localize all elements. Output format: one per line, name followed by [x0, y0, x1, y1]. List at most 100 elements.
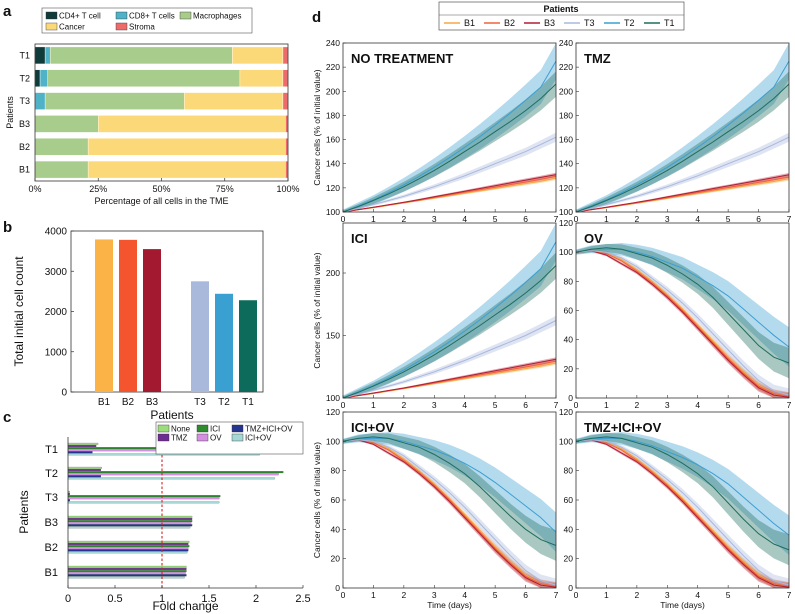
ytick-label: 1000: [45, 347, 68, 358]
xtick-label: 0: [574, 400, 579, 410]
panel-letter-b: b: [3, 219, 12, 236]
ytick-label: 200: [559, 86, 573, 96]
xtick-label: 3: [665, 214, 670, 224]
ytick-T3: T3: [45, 492, 58, 504]
band-T1: [576, 243, 789, 379]
ytick-label: 0: [568, 393, 573, 403]
xtick-label: 0: [65, 593, 71, 605]
xtick-label: 4: [695, 590, 700, 600]
legend-label: OV: [210, 434, 222, 443]
ytick-label: 20: [331, 554, 341, 564]
bar-T1-macrophages: [49, 46, 233, 65]
xtick-label: 0: [574, 214, 579, 224]
bar-T2-cancer: [239, 69, 284, 87]
xtick-label: 75%: [216, 184, 234, 194]
line-B3: [342, 439, 557, 588]
legend-swatch: [157, 433, 170, 442]
ytick-label: 4000: [45, 227, 68, 238]
xtick-label: 0: [574, 590, 579, 600]
bar-T1: [239, 300, 257, 392]
xtick-label: 2: [634, 590, 639, 600]
bar-B1-ov: [67, 572, 186, 575]
bar-T1-cd8-t-cells: [44, 46, 51, 65]
ytick-label: 20: [564, 364, 574, 374]
ytick-label: 140: [326, 159, 340, 169]
subplot-ov: 0 20 40 60 80 100 120 0 1 2 3 4 5 6 7 OV: [559, 218, 792, 410]
line-T1: [342, 265, 557, 399]
xtick-label: 4: [695, 400, 700, 410]
panel-letter-c: c: [3, 409, 11, 426]
bar-B1-ici-ov: [67, 576, 185, 579]
line-T1: [342, 436, 557, 546]
line-B2: [575, 250, 790, 397]
legend-swatch: [157, 424, 170, 433]
xtick-label: 5: [493, 590, 498, 600]
bar-B2-ov: [67, 547, 189, 550]
band-T3: [576, 249, 789, 398]
xtick-label: 4: [462, 214, 467, 224]
bar-T3-cd8-t-cells: [34, 92, 46, 110]
ytick-label: 180: [559, 110, 573, 120]
ytick-B1: B1: [19, 165, 30, 175]
legend-swatch: [179, 11, 192, 20]
ytick-label: 3000: [45, 267, 68, 278]
bar-B3-tmz-ici-ov: [67, 524, 193, 527]
xtick-label: 5: [493, 400, 498, 410]
bar-T1-cd4-t-cell: [34, 46, 46, 65]
y-axis-label: Total initial cell count: [12, 256, 26, 367]
bar-T2-stroma: [282, 69, 289, 87]
ytick-label: 80: [331, 466, 341, 476]
bar-B2-macrophages: [34, 138, 89, 156]
bar-B3: [143, 249, 161, 392]
legend: Patients B1 B2 B3 T3 T2 T1: [438, 1, 685, 31]
ytick-label: 100: [326, 436, 340, 446]
bar-T2: [215, 293, 233, 392]
bar-B1-ici: [67, 570, 187, 573]
panel-b-bar-chart: B1 B2 B3 T3 T2 T1 0 1000 2000 3000 4000 Patients Tot…: [12, 227, 264, 422]
bar-T3-ov: [67, 497, 220, 500]
line-T1: [342, 83, 557, 213]
xtick-label: 2: [253, 593, 259, 605]
bar-T2-none: [67, 466, 102, 469]
legend-label: TMZ+ICI+OV: [245, 425, 293, 434]
xtick-label: 7: [787, 214, 792, 224]
x-axis-label: Patients: [150, 408, 193, 422]
xtick-label: 5: [493, 214, 498, 224]
xtick-label: 1: [371, 590, 376, 600]
bar-B3-cancer: [98, 115, 286, 133]
bar-B1-cancer: [87, 160, 286, 179]
legend-swatch: [231, 424, 244, 433]
xtick-label: 1: [604, 590, 609, 600]
bar-T2-tmz: [67, 469, 101, 471]
subplot-title: TMZ: [584, 51, 611, 66]
xtick-label: 0.5: [107, 593, 122, 605]
y-axis-label: Cancer cells (% of initial value): [312, 442, 322, 558]
band-T2: [576, 432, 789, 555]
ytick-T1: T1: [19, 50, 30, 60]
xtick-label: 2.5: [295, 593, 310, 605]
ytick-label: 120: [559, 183, 573, 193]
xtick-label: 7: [554, 214, 559, 224]
line-T2: [575, 60, 790, 213]
legend-label: T1: [664, 18, 675, 28]
ytick-B2: B2: [45, 542, 58, 554]
panel-a-stacked-bar-chart: T1 T2 T3 B3 B2 B1 0% 25% 50% 75% 100% Percentage of…: [5, 7, 300, 206]
subplot-tmz: 100 120 140 160 180 200 220 240 0 1 2 3 4 5 6 7 TMZ: [559, 38, 792, 224]
ytick-label: 120: [559, 218, 573, 228]
legend-label: Cancer: [59, 23, 85, 32]
bar-B1: [95, 239, 113, 392]
bar-T2-macrophages: [47, 69, 241, 87]
xtick-label: 7: [787, 590, 792, 600]
bar-T2-cd4-t-cell: [34, 69, 41, 87]
y-axis-label: Patients: [17, 490, 31, 533]
xtick-label: 6: [756, 400, 761, 410]
bar-B3-macrophages: [34, 115, 99, 133]
subplot-title: NO TREATMENT: [351, 51, 453, 66]
bar-T1-tmz: [67, 445, 97, 447]
ytick-label: 0: [568, 583, 573, 593]
bar-B3-ov: [67, 522, 192, 525]
ytick-T1: T1: [45, 444, 58, 456]
xtick-label: 1: [371, 400, 376, 410]
